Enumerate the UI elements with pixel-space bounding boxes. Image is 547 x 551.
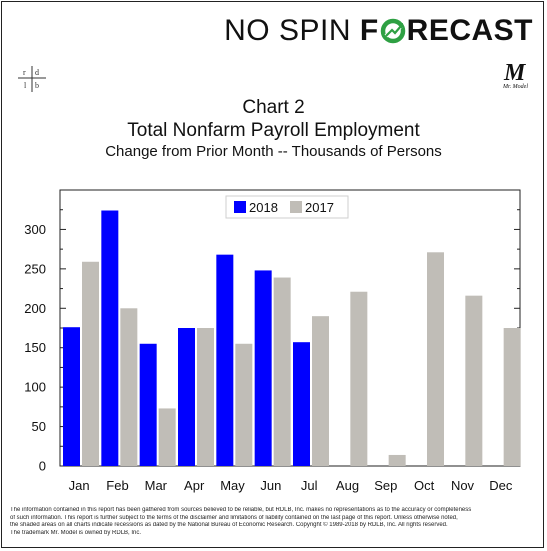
svg-text:r: r [23, 68, 26, 77]
brand-part2a: F [359, 14, 379, 47]
y-tick-label: 150 [24, 340, 46, 355]
legend-label: 2018 [249, 200, 278, 215]
x-tick-label: Dec [489, 478, 513, 493]
x-tick-label: Sep [374, 478, 397, 493]
x-tick-label: Oct [414, 478, 435, 493]
x-tick-label: May [220, 478, 245, 493]
svg-text:b: b [35, 81, 39, 90]
brand-part2b: RECAST [406, 14, 533, 47]
disclaimer: The information contained in this report… [10, 507, 540, 537]
bar-2017-Dec [503, 328, 521, 466]
bars [63, 210, 521, 466]
mr-model-logo-icon: M Mr. Model [502, 60, 528, 90]
bar-2017-May [235, 343, 253, 466]
svg-text:d: d [35, 68, 39, 77]
bar-2018-Jan [63, 327, 80, 466]
y-tick-label: 300 [24, 222, 46, 237]
svg-text:M: M [503, 60, 527, 86]
x-tick-label: Jan [69, 478, 90, 493]
x-tick-label: Jul [301, 478, 318, 493]
bar-2017-Nov [465, 295, 483, 466]
legend-box [225, 195, 349, 219]
x-tick-label: Jun [260, 478, 281, 493]
legend-label: 2017 [305, 200, 334, 215]
bar-2017-Jan [82, 261, 99, 466]
x-tick-label: Nov [451, 478, 475, 493]
chart-subtitle: Total Nonfarm Payroll Employment [127, 120, 420, 141]
x-tick-label: Apr [184, 478, 205, 493]
x-tick-label: Mar [145, 478, 168, 493]
y-tick-label: 0 [39, 459, 46, 474]
disclaimer-line: The trademark Mr. Model is owned by RDLB… [10, 529, 142, 536]
disclaimer-line: of such information. This report is furt… [10, 514, 458, 521]
y-tick-label: 250 [24, 261, 46, 276]
forecast-o-arrow-icon [380, 18, 405, 44]
chart-title: Chart 2 [242, 97, 305, 118]
y-axis: 0 50 100 150 200 250 300 [24, 209, 520, 474]
rdlb-logo-icon: r d l b [18, 66, 46, 92]
x-tick-label: Feb [106, 478, 128, 493]
svg-text:l: l [24, 81, 27, 90]
chart-titles: Chart 2 Total Nonfarm Payroll Employment… [0, 96, 547, 162]
svg-text:Mr. Model: Mr. Model [502, 84, 528, 90]
disclaimer-line: The information contained in this report… [10, 507, 472, 513]
disclaimer-line: the shaded areas on all charts indicate … [10, 522, 448, 528]
bar-2018-Mar [139, 343, 157, 466]
bar-2018-Jul [293, 342, 310, 466]
legend-swatch [290, 201, 302, 213]
bar-2017-Jul [312, 316, 329, 466]
bar-2017-Mar [158, 408, 176, 466]
bar-2017-Aug [350, 291, 368, 466]
bar-2018-Apr [178, 328, 195, 466]
bar-2018-May [216, 254, 234, 466]
bar-2018-Feb [101, 210, 119, 466]
bar-2017-Sep [388, 454, 406, 466]
y-tick-label: 100 [24, 380, 46, 395]
bar-2017-Jun [273, 277, 291, 466]
brand-part1: NO SPIN [224, 14, 360, 47]
x-axis: Jan Feb Mar Apr May Jun Jul Aug Sep Oct Nov Dec [69, 478, 513, 493]
legend: 2018 2017 [225, 195, 349, 219]
chart-subtitle-2: Change from Prior Month -- Thousands of … [105, 143, 442, 160]
legend-swatch [234, 201, 246, 213]
x-tick-label: Aug [336, 478, 359, 493]
bar-2017-Feb [120, 308, 138, 466]
y-tick-label: 200 [24, 301, 46, 316]
y-tick-label: 50 [32, 419, 46, 434]
bar-2017-Apr [197, 328, 214, 466]
brand-logo: NO SPIN F RECAST [224, 14, 533, 48]
bar-2018-Jun [254, 270, 272, 466]
bar-2017-Oct [427, 252, 444, 466]
